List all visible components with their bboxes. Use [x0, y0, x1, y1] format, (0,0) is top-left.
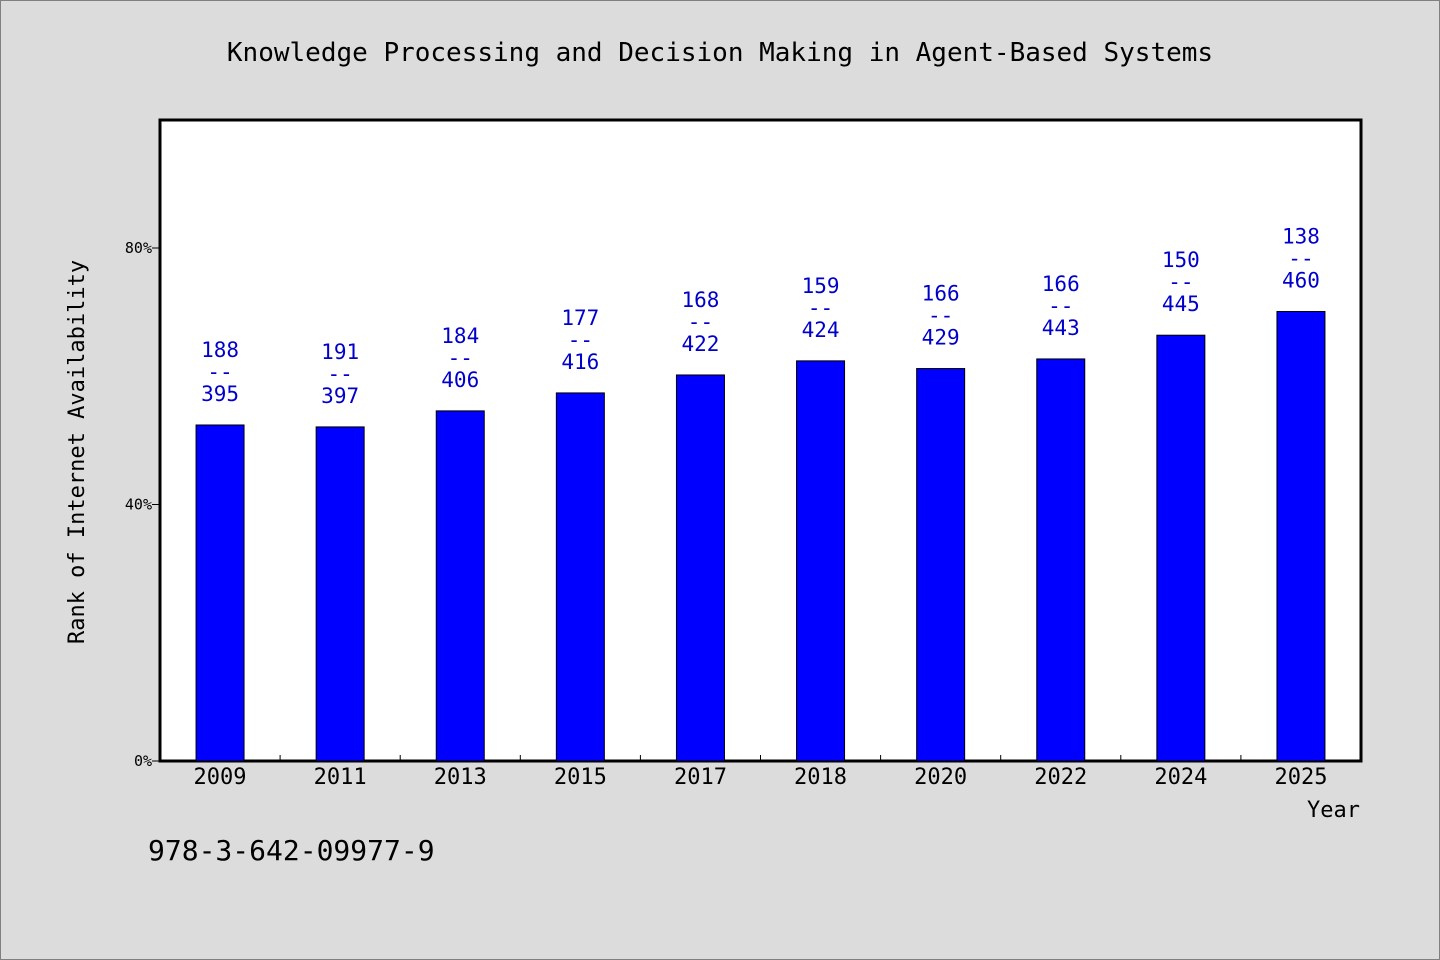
x-axis-label: Year: [1307, 798, 1360, 823]
x-tick-label-2013: 2013: [434, 765, 487, 790]
y-tick-label: 0%: [134, 752, 152, 770]
y-axis: 0% 40% 80%: [125, 239, 160, 770]
data-label-2015-line1: 177: [561, 306, 599, 330]
data-label-2025-line2: --: [1288, 246, 1313, 270]
bar-2020: [916, 368, 966, 762]
bar-2009: [195, 424, 245, 762]
y-tick-label: 80%: [125, 239, 152, 257]
data-label-2013-line1: 184: [441, 324, 479, 348]
bar-2011: [315, 426, 365, 762]
data-label-2022-line3: 443: [1042, 316, 1080, 340]
bar-2022: [1036, 358, 1086, 762]
data-label-2009-line1: 188: [201, 338, 239, 362]
x-axis: 2009 2011 2013 2015 2017 2018 2020 2022 2024 2025: [194, 755, 1327, 790]
data-label-2015-line2: --: [568, 328, 593, 352]
data-label-2025-line3: 460: [1282, 268, 1320, 292]
bar-2024: [1156, 334, 1206, 762]
y-axis-label: Rank of Internet Availability: [65, 260, 90, 644]
data-label-2024-line3: 445: [1162, 292, 1200, 316]
x-tick-label-2022: 2022: [1034, 765, 1087, 790]
x-tick-label-2018: 2018: [794, 765, 847, 790]
data-label-2009-line3: 395: [201, 382, 239, 406]
data-label-2022-line2: --: [1048, 294, 1073, 318]
data-label-2009-line2: --: [207, 360, 232, 384]
chart-title: Knowledge Processing and Decision Making…: [227, 38, 1213, 68]
data-label-2011-line1: 191: [321, 340, 359, 364]
data-label-2011-line3: 397: [321, 384, 359, 408]
data-label-2015-line3: 416: [561, 350, 599, 374]
data-label-2017-line2: --: [688, 310, 713, 334]
bar-2017: [675, 374, 725, 762]
bar-2018: [796, 360, 846, 762]
data-label-2018-line1: 159: [802, 274, 840, 298]
x-tick-label-2024: 2024: [1154, 765, 1207, 790]
data-label-2020-line1: 166: [922, 282, 960, 306]
data-label-2018-line2: --: [808, 296, 833, 320]
data-labels-group: 188--395191--397184--406177--416168--422…: [201, 224, 1320, 407]
x-tick-label-2011: 2011: [314, 765, 367, 790]
x-tick-label-2009: 2009: [194, 765, 247, 790]
x-tick-label-2020: 2020: [914, 765, 967, 790]
bar-2013: [435, 410, 485, 762]
data-label-2025-line1: 138: [1282, 224, 1320, 248]
x-tick-label-2015: 2015: [554, 765, 607, 790]
data-label-2017-line1: 168: [681, 288, 719, 312]
data-label-2024-line2: --: [1168, 270, 1193, 294]
data-label-2018-line3: 424: [802, 318, 840, 342]
data-label-2013-line3: 406: [441, 368, 479, 392]
bar-2015: [555, 392, 605, 762]
x-tick-label-2025: 2025: [1274, 765, 1327, 790]
data-label-2017-line3: 422: [681, 332, 719, 356]
data-label-2020-line2: --: [928, 304, 953, 328]
data-label-2011-line2: --: [328, 362, 353, 386]
data-label-2020-line3: 429: [922, 326, 960, 350]
isbn-label: 978-3-642-09977-9: [148, 834, 435, 867]
data-label-2022-line1: 166: [1042, 272, 1080, 296]
data-label-2024-line1: 150: [1162, 248, 1200, 272]
bars-group: [195, 310, 1326, 762]
bar-2025: [1276, 310, 1326, 762]
data-label-2013-line2: --: [448, 346, 473, 370]
y-tick-label: 40%: [125, 496, 152, 514]
x-tick-label-2017: 2017: [674, 765, 727, 790]
